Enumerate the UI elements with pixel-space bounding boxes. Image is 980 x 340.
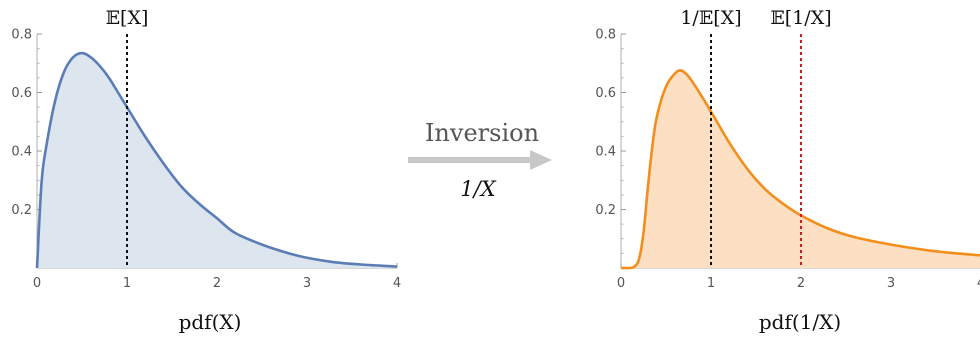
y-tick-label: 0.2 xyxy=(595,203,616,218)
y-tick-label: 0.2 xyxy=(11,203,32,218)
reference-line-label: 1/𝔼[X] xyxy=(680,7,741,29)
y-tick-label: 0.6 xyxy=(11,86,32,101)
x-tick-label: 3 xyxy=(887,276,895,291)
x-tick-label: 1 xyxy=(123,276,131,291)
y-tick-label: 0.6 xyxy=(595,86,616,101)
x-tick-label: 4 xyxy=(393,276,401,291)
y-tick-label: 0.4 xyxy=(595,145,616,160)
density-curve-line xyxy=(620,69,980,270)
inversion-arrow-group: Inversion 1/X xyxy=(408,119,552,201)
y-tick-label: 0.8 xyxy=(11,28,32,43)
arrow-label-reciprocal: 1/X xyxy=(460,177,496,201)
x-axis-title: pdf(X) xyxy=(179,310,242,334)
reference-line-label: 𝔼[1/X] xyxy=(770,7,831,29)
reference-line-label: 𝔼[X] xyxy=(106,7,149,29)
x-tick-label: 2 xyxy=(213,276,221,291)
x-tick-label: 4 xyxy=(977,276,980,291)
density-area-fill xyxy=(37,53,397,269)
left-chart-pdf-x: 0.2 0.4 0.6 0.8 0 1 2 3 4 𝔼[X] pdf(X) xyxy=(11,7,401,334)
x-axis-title: pdf(1/X) xyxy=(759,310,841,334)
arrow-label-inversion: Inversion xyxy=(425,119,539,147)
right-chart-pdf-inverse-x: 0.2 0.4 0.6 0.8 0 1 2 3 4 1/𝔼[X] 𝔼[1/X] pdf(1/X) xyxy=(595,7,980,334)
x-tick-label: 1 xyxy=(707,276,715,291)
inversion-arrow-head xyxy=(530,150,552,170)
y-tick-label: 0.4 xyxy=(11,145,32,160)
x-tick-label: 0 xyxy=(33,276,41,291)
density-curve-line xyxy=(35,51,398,269)
x-tick-label: 0 xyxy=(617,276,625,291)
x-tick-label: 3 xyxy=(303,276,311,291)
x-tick-label: 2 xyxy=(797,276,805,291)
y-tick-label: 0.8 xyxy=(595,28,616,43)
